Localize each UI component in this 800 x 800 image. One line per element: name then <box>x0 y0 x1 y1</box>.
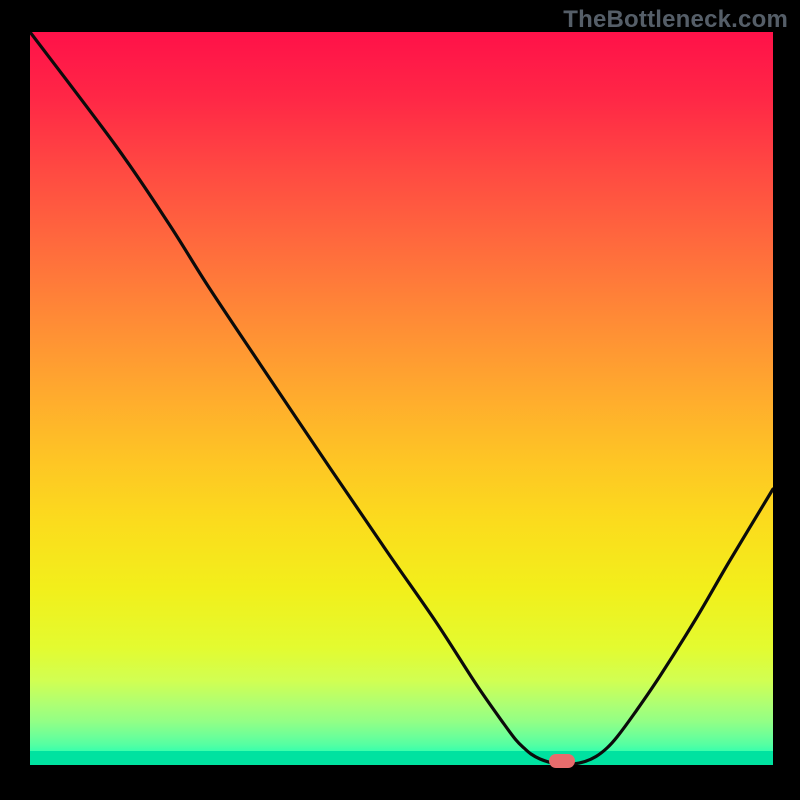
optimal-band <box>30 751 773 765</box>
plot-background <box>30 32 773 765</box>
optimal-point-marker <box>549 754 575 768</box>
bottleneck-chart <box>0 0 800 800</box>
watermark-text: TheBottleneck.com <box>563 6 788 34</box>
chart-stage: TheBottleneck.com <box>0 0 800 800</box>
